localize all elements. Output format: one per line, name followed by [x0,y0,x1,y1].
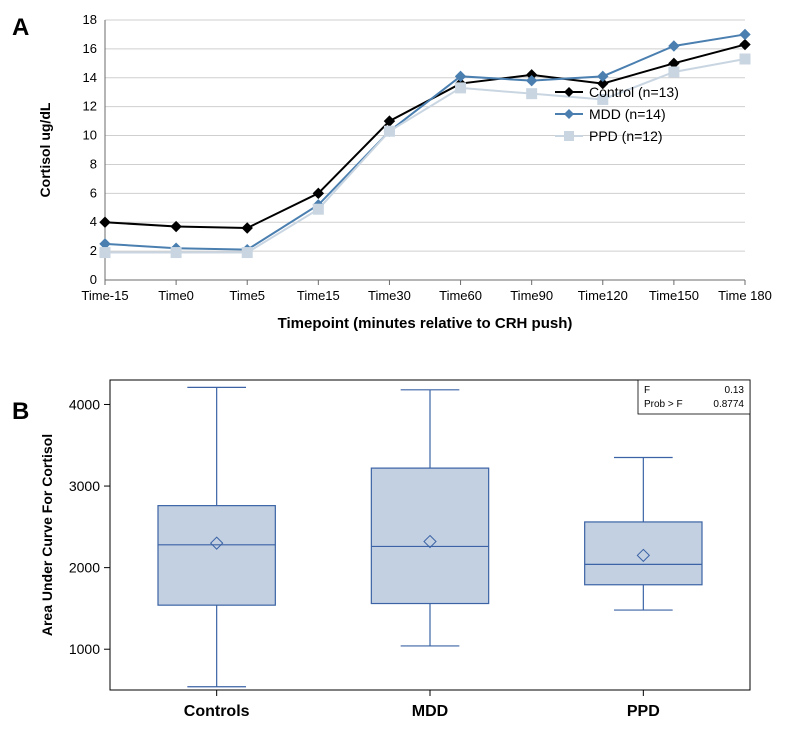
y-tick-label: 10 [83,128,97,143]
category-label: MDD [412,703,448,720]
legend-label: PPD (n=12) [589,128,663,144]
marker-diamond [740,29,750,39]
y-tick-label: 4000 [69,396,100,412]
marker-diamond [171,222,181,232]
stats-f-label: F [644,385,650,396]
box [158,506,275,606]
marker-square [313,204,323,214]
y-axis-label: Area Under Curve For Cortisol [39,434,55,636]
y-tick-label: 1000 [69,641,100,657]
panel-a-label: A [12,14,29,42]
marker-square [171,248,181,258]
y-tick-label: 18 [83,12,97,27]
y-tick-label: 4 [90,214,97,229]
category-label: PPD [627,703,660,720]
y-tick-label: 0 [90,272,97,287]
marker-diamond [740,40,750,50]
x-tick-label: Time5 [229,288,265,303]
panel-b-label: B [12,398,29,426]
y-tick-label: 2 [90,243,97,258]
x-tick-label: Time-15 [81,288,128,303]
x-tick-label: Time0 [158,288,194,303]
x-tick-label: Time120 [578,288,628,303]
marker-square [740,54,750,64]
x-tick-label: Time60 [439,288,482,303]
marker-square [242,248,252,258]
legend-marker [564,131,574,141]
legend-label: MDD (n=14) [589,106,666,122]
box [585,522,702,585]
marker-diamond [527,76,537,86]
stats-p-value: 0.8774 [713,399,744,410]
y-tick-label: 3000 [69,478,100,494]
legend-label: Control (n=13) [589,84,679,100]
x-tick-label: Time150 [649,288,699,303]
stats-f-value: 0.13 [725,385,745,396]
y-tick-label: 2000 [69,560,100,576]
figure-svg: 0 2 4 6 8 10 12 14 16 18 Cortisol ug/dL Time-15 Time… [0,0,800,750]
marker-diamond [100,217,110,227]
x-tick-label: Time 180 [718,288,772,303]
marker-square [456,83,466,93]
marker-square [384,126,394,136]
y-tick-label: 16 [83,41,97,56]
category-label: Controls [184,703,250,720]
stats-p-label: Prob > F [644,399,683,410]
marker-square [527,89,537,99]
y-tick-label: 12 [83,99,97,114]
y-tick-label: 8 [90,156,97,171]
y-tick-label: 14 [83,70,97,85]
marker-diamond [598,71,608,81]
marker-square [100,248,110,258]
x-tick-label: Time90 [510,288,553,303]
x-tick-label: Time30 [368,288,411,303]
legend-marker [564,109,574,119]
x-tick-label: Time15 [297,288,340,303]
y-tick-label: 6 [90,185,97,200]
y-axis-label: Cortisol ug/dL [37,102,53,197]
x-axis-label: Timepoint (minutes relative to CRH push) [278,315,573,332]
marker-diamond [242,223,252,233]
marker-diamond [669,41,679,51]
marker-square [669,67,679,77]
